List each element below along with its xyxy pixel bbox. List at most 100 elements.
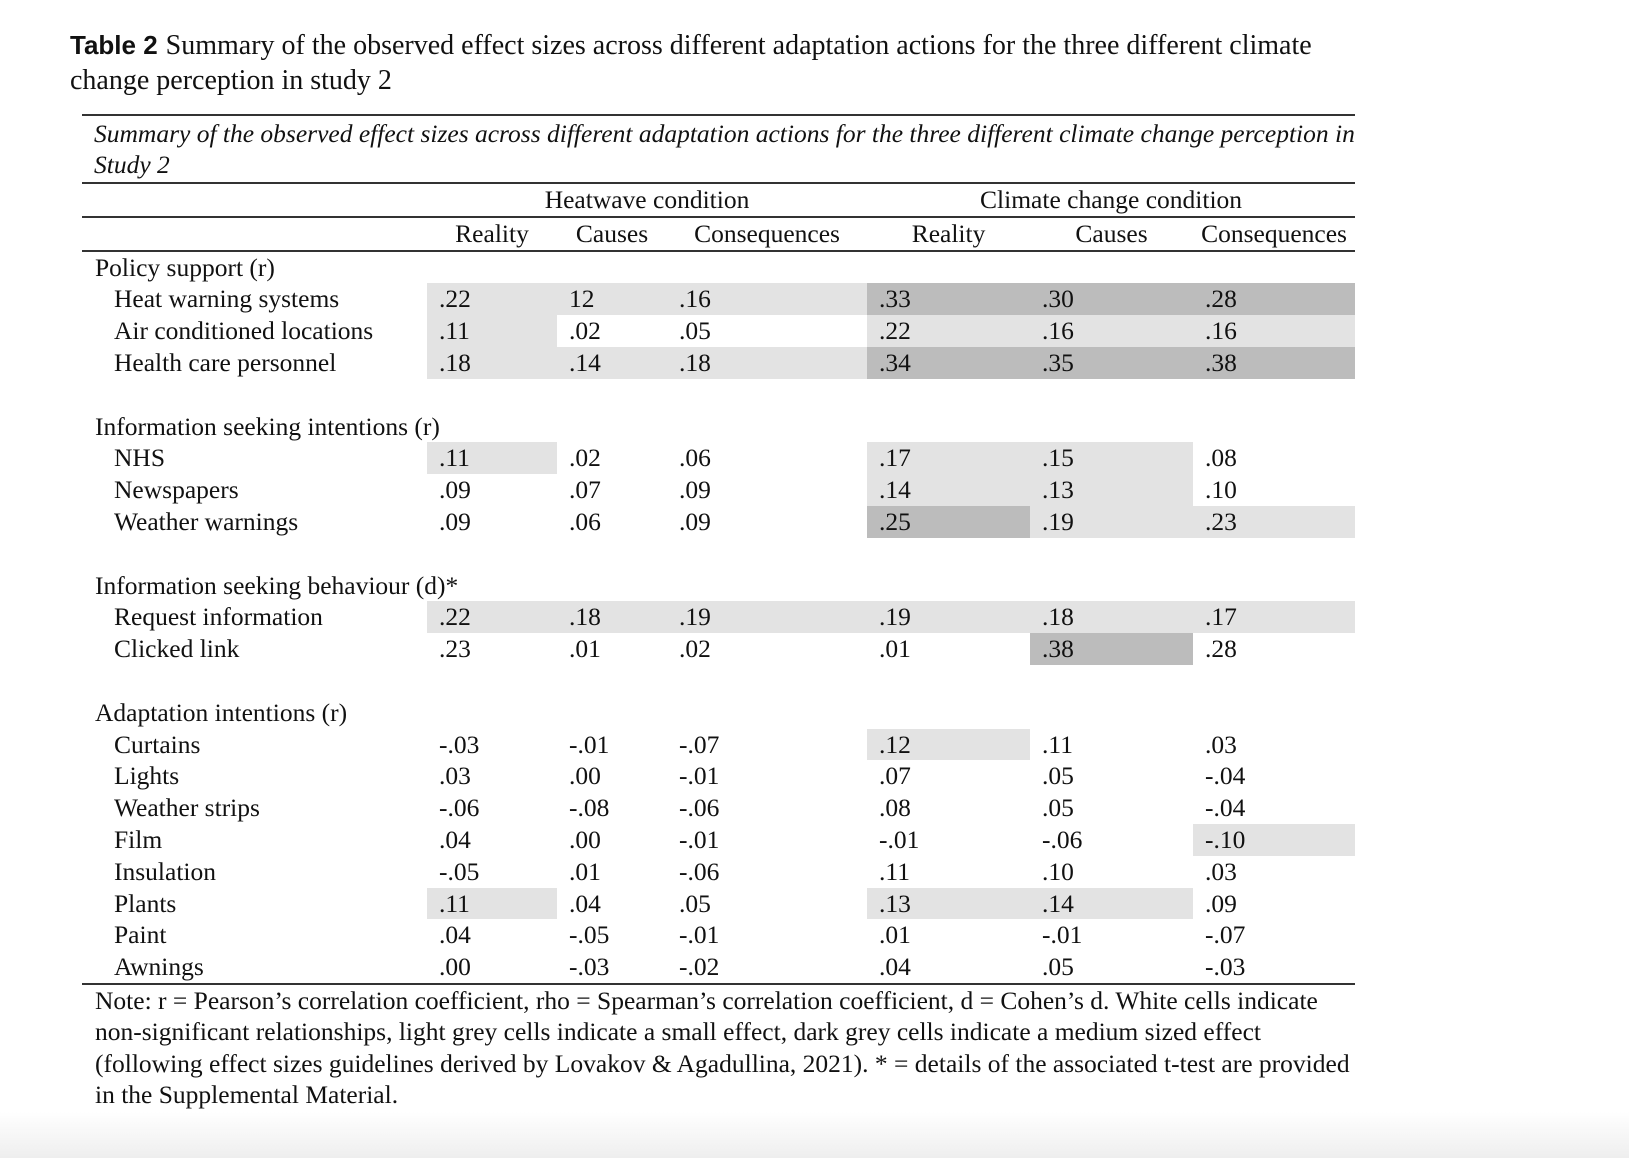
- effect-size-cell: -.04: [1205, 793, 1246, 823]
- spacer-row: [82, 538, 1355, 570]
- effect-size-cell: .07: [569, 475, 601, 505]
- effect-size-cell: .23: [439, 634, 471, 664]
- effect-size-cell: .14: [1030, 887, 1194, 920]
- table-row: NHS .11 .02 .06 .17.15 .08: [82, 442, 1355, 475]
- effect-size-cell: .12: [867, 728, 1031, 761]
- table-row: Film .04 .00 -.01 -.01 -.06 -.10: [82, 823, 1356, 856]
- effect-size-cell: .15: [1030, 442, 1194, 475]
- row-label: Clicked link: [114, 634, 240, 664]
- group-climate-change: Climate change condition: [867, 182, 1356, 217]
- row-label: Plants: [114, 888, 177, 918]
- column-header: Reality: [427, 215, 557, 252]
- table-row: Request information .22.18.19.19.18.17: [82, 601, 1356, 634]
- results-table-container: Summary of the observed effect sizes acr…: [82, 114, 1356, 1111]
- row-label: Insulation: [114, 856, 216, 886]
- table-caption: Summary of the observed effect sizes acr…: [82, 114, 1355, 182]
- effect-size-cell: .11: [427, 887, 557, 920]
- section-header-row: Policy support (r): [82, 251, 1355, 284]
- section-label: Information seeking intentions (r): [95, 411, 440, 441]
- effect-size-cell: .00: [569, 824, 601, 854]
- table-row: Clicked link .23 .01 .02 .01 .38 .28: [82, 633, 1355, 665]
- column-header: Causes: [557, 215, 667, 252]
- table-body: Policy support (r) Heat warning systems .2…: [82, 251, 1356, 1111]
- effect-size-cell: -.04: [1205, 761, 1246, 791]
- table-title-text: Summary of the observed effect sizes acr…: [70, 30, 1312, 96]
- effect-size-cell: -.05: [439, 856, 480, 886]
- effect-size-cell: .04: [439, 824, 471, 854]
- effect-size-cell: .02: [569, 316, 601, 346]
- effect-size-cell: -.07: [1205, 920, 1246, 950]
- effect-size-cell: .22: [427, 601, 557, 634]
- table-row: Health care personnel .18.14.18.34.35.38: [82, 346, 1356, 379]
- effect-size-cell: .04: [867, 951, 1031, 985]
- effect-size-cell: .38: [1030, 633, 1194, 665]
- effect-size-cell: .01: [879, 920, 911, 950]
- section-label: Information seeking behaviour (d)*: [95, 570, 459, 600]
- effect-size-cell: .28: [1205, 634, 1237, 664]
- effect-size-cell: .09: [679, 475, 711, 505]
- effect-size-cell: -.10: [1193, 823, 1356, 856]
- effect-size-cell: .09: [679, 506, 711, 536]
- effect-size-cell: .05: [1042, 761, 1074, 791]
- effect-size-cell: .13: [1030, 474, 1194, 506]
- column-header: Consequences: [1193, 215, 1356, 252]
- section-label: Policy support (r): [95, 252, 275, 282]
- effect-size-cell: .10: [1042, 856, 1074, 886]
- row-label: Request information: [114, 602, 323, 632]
- effect-size-cell: .01: [569, 856, 601, 886]
- effect-size-cell: -.06: [439, 793, 480, 823]
- effect-size-cell: .05: [679, 888, 711, 918]
- effect-size-cell: -.07: [679, 729, 720, 759]
- effect-size-cell: .19: [1030, 505, 1194, 538]
- effect-size-cell: .01: [879, 634, 911, 664]
- table-row: Awnings .00 -.03 -.02.04.05 -.03: [82, 951, 1356, 985]
- row-label: Heat warning systems: [114, 284, 340, 314]
- effect-size-cell: .22: [427, 283, 557, 316]
- page-footer-shade: [0, 1112, 1629, 1158]
- effect-size-cell: .34: [867, 346, 1031, 379]
- effect-size-cell: .00: [569, 761, 601, 791]
- effect-size-cell: -.03: [557, 951, 667, 985]
- effect-size-cell: -.01: [679, 824, 720, 854]
- effect-size-cell: .38: [1193, 346, 1356, 379]
- effect-size-cell: .03: [439, 761, 471, 791]
- effect-size-cell: .18: [667, 346, 868, 379]
- effect-size-cell: .11: [1042, 729, 1073, 759]
- effect-size-cell: .28: [1193, 283, 1356, 316]
- row-label: Film: [114, 824, 163, 854]
- effect-size-cell: -.03: [1193, 951, 1356, 985]
- effect-size-cell: .05: [1042, 793, 1074, 823]
- effect-size-cell: .07: [879, 761, 911, 791]
- effect-size-cell: .08: [1205, 443, 1237, 473]
- effect-size-cell: .18: [1030, 601, 1194, 634]
- column-header: Consequences: [667, 215, 868, 252]
- table-note: Note: r = Pearson’s correlation coeffici…: [95, 985, 1350, 1110]
- effect-size-cell: .35: [1030, 346, 1194, 379]
- effect-size-cell: .25: [867, 505, 1031, 538]
- effect-size-cell: .11: [879, 856, 910, 886]
- section-header-row: Information seeking intentions (r): [82, 411, 1355, 443]
- effect-size-cell: .14: [867, 474, 1031, 506]
- row-label: Weather strips: [114, 793, 260, 823]
- effect-size-cell: .30: [1030, 283, 1194, 316]
- effect-size-cell: .09: [439, 475, 471, 505]
- table-label: Table 2: [70, 30, 158, 60]
- group-heatwave: Heatwave condition: [427, 182, 868, 217]
- effect-size-cell: .14: [557, 346, 667, 379]
- table-row: Curtains -.03 -.01 -.07 .12 .11 .03: [82, 728, 1355, 761]
- section-header-row: Adaptation intentions (r): [82, 697, 1355, 729]
- effect-size-cell: -.01: [679, 920, 720, 950]
- row-label: Awnings: [82, 951, 427, 985]
- effect-size-cell: -.01: [569, 729, 610, 759]
- effect-size-cell: .10: [1205, 475, 1237, 505]
- effect-size-cell: .08: [879, 793, 911, 823]
- section-label: Adaptation intentions (r): [95, 697, 348, 727]
- table-row: Paint .04 -.05 -.01 .01 -.01 -.07: [82, 919, 1355, 951]
- effect-size-cell: -.05: [569, 920, 610, 950]
- spacer-row: [82, 665, 1355, 697]
- effect-size-cell: -.08: [569, 793, 610, 823]
- effect-size-cell: .16: [1193, 315, 1356, 347]
- table-row: Weather warnings .09 .06 .09 .25.19.23: [82, 505, 1356, 538]
- row-label: Curtains: [114, 729, 201, 759]
- effect-size-cell: -.06: [679, 793, 720, 823]
